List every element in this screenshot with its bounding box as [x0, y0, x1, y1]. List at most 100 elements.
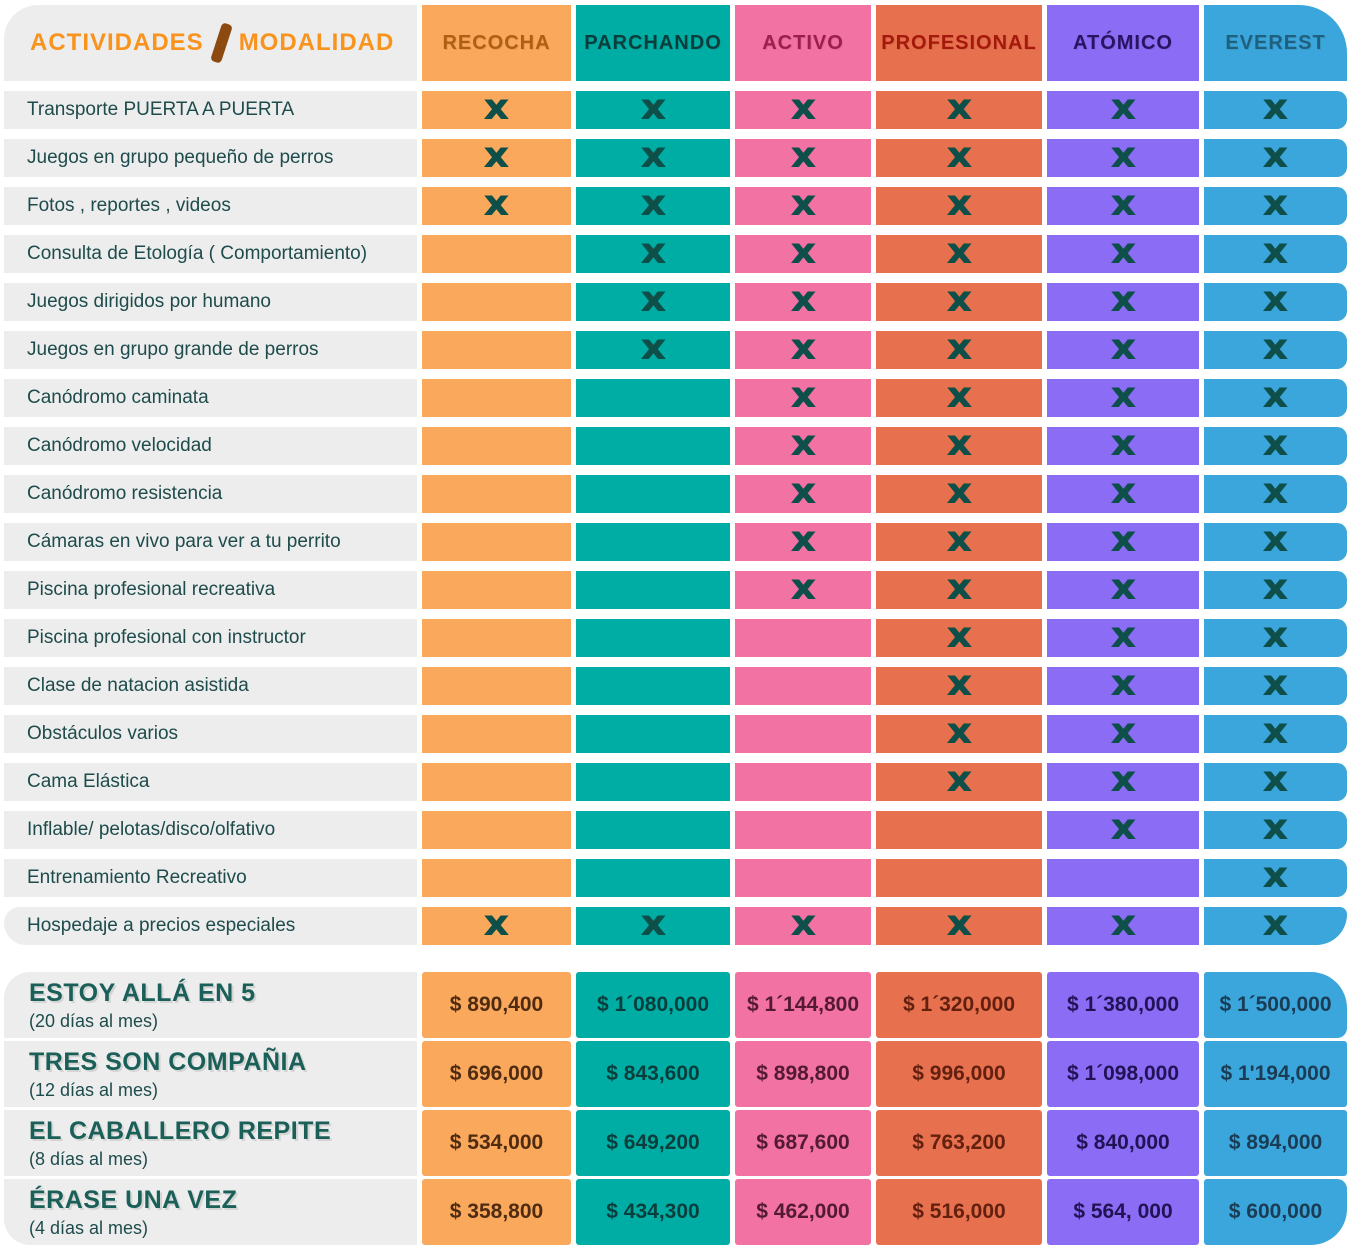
- x-mark-icon: X: [1263, 94, 1288, 126]
- price-cell-activo: $ 1´144,800: [735, 972, 871, 1038]
- mark-cell-parchando: [576, 523, 730, 561]
- x-mark-icon: X: [946, 718, 972, 750]
- plan-label: EL CABALLERO REPITE (8 días al mes): [4, 1110, 417, 1176]
- activity-label: Canódromo resistencia: [4, 475, 417, 513]
- mark-cell-everest: X: [1204, 715, 1347, 753]
- plan-label: TRES SON COMPAÑIA (12 días al mes): [4, 1041, 417, 1107]
- mark-cell-activo: [735, 859, 871, 897]
- x-mark-icon: X: [1263, 814, 1288, 846]
- mark-cell-recocha: [422, 475, 571, 513]
- price-cell-parchando: $ 649,200: [576, 1110, 730, 1176]
- mark-cell-recocha: [422, 667, 571, 705]
- mark-cell-everest: X: [1204, 859, 1347, 897]
- x-mark-icon: X: [790, 526, 816, 558]
- mark-cell-activo: X: [735, 427, 871, 465]
- mark-cell-atomico: X: [1047, 379, 1199, 417]
- column-header-profesional: PROFESIONAL: [876, 5, 1042, 81]
- mark-cell-parchando: X: [576, 187, 730, 225]
- mark-cell-profesional: X: [876, 763, 1042, 801]
- activity-label: Piscina profesional con instructor: [4, 619, 417, 657]
- mark-cell-parchando: [576, 715, 730, 753]
- x-mark-icon: X: [1110, 814, 1136, 846]
- plan-name: EL CABALLERO REPITE: [29, 1116, 332, 1145]
- x-mark-icon: X: [1263, 670, 1288, 702]
- mark-cell-parchando: [576, 619, 730, 657]
- x-mark-icon: X: [946, 478, 972, 510]
- x-mark-icon: X: [1110, 286, 1136, 318]
- x-mark-icon: X: [1263, 238, 1288, 270]
- mark-cell-activo: [735, 667, 871, 705]
- x-mark-icon: X: [1263, 862, 1288, 894]
- x-mark-icon: X: [1263, 142, 1288, 174]
- x-mark-icon: X: [1263, 526, 1288, 558]
- price-cell-atomico: $ 1´380,000: [1047, 972, 1199, 1038]
- mark-cell-profesional: X: [876, 907, 1042, 945]
- mark-cell-profesional: X: [876, 475, 1042, 513]
- column-header-atomico: ATÓMICO: [1047, 5, 1199, 81]
- mark-cell-atomico: X: [1047, 475, 1199, 513]
- mark-cell-activo: X: [735, 139, 871, 177]
- mark-cell-profesional: X: [876, 91, 1042, 129]
- activity-label: Piscina profesional recreativa: [4, 571, 417, 609]
- x-mark-icon: X: [1110, 622, 1136, 654]
- activity-label: Cámaras en vivo para ver a tu perrito: [4, 523, 417, 561]
- x-mark-icon: X: [484, 910, 509, 942]
- x-mark-icon: X: [1110, 478, 1136, 510]
- x-mark-icon: X: [1263, 478, 1288, 510]
- mark-cell-atomico: X: [1047, 667, 1199, 705]
- price-cell-parchando: $ 1´080,000: [576, 972, 730, 1038]
- mark-cell-activo: X: [735, 907, 871, 945]
- title-actividades: ACTIVIDADES: [30, 29, 204, 56]
- x-mark-icon: X: [1110, 334, 1136, 366]
- x-mark-icon: X: [790, 430, 816, 462]
- mark-cell-atomico: X: [1047, 187, 1199, 225]
- x-mark-icon: X: [1110, 94, 1136, 126]
- mark-cell-parchando: X: [576, 139, 730, 177]
- mark-cell-everest: X: [1204, 811, 1347, 849]
- plan-name: ESTOY ALLÁ EN 5: [29, 978, 256, 1007]
- x-mark-icon: X: [946, 94, 972, 126]
- x-mark-icon: X: [1263, 334, 1288, 366]
- x-mark-icon: X: [1110, 574, 1136, 606]
- x-mark-icon: X: [1110, 910, 1136, 942]
- mark-cell-atomico: X: [1047, 571, 1199, 609]
- mark-cell-recocha: X: [422, 91, 571, 129]
- mark-cell-atomico: X: [1047, 763, 1199, 801]
- title-slash-icon: [209, 22, 233, 64]
- x-mark-icon: X: [484, 142, 509, 174]
- x-mark-icon: X: [1263, 190, 1288, 222]
- mark-cell-parchando: [576, 427, 730, 465]
- x-mark-icon: X: [640, 94, 666, 126]
- mark-cell-atomico: X: [1047, 331, 1199, 369]
- pricing-comparison-table: ACTIVIDADES MODALIDAD RECOCHA PARCHANDO AC…: [0, 5, 1350, 1245]
- x-mark-icon: X: [640, 190, 666, 222]
- x-mark-icon: X: [946, 142, 972, 174]
- x-mark-icon: X: [790, 478, 816, 510]
- mark-cell-activo: X: [735, 283, 871, 321]
- x-mark-icon: X: [790, 334, 816, 366]
- mark-cell-everest: X: [1204, 571, 1347, 609]
- x-mark-icon: X: [1263, 286, 1288, 318]
- mark-cell-everest: X: [1204, 91, 1347, 129]
- x-mark-icon: X: [1110, 238, 1136, 270]
- price-cell-everest: $ 1´500,000: [1204, 972, 1347, 1038]
- mark-cell-activo: X: [735, 331, 871, 369]
- plan-name: ÉRASE UNA VEZ: [29, 1185, 238, 1214]
- mark-cell-activo: X: [735, 187, 871, 225]
- mark-cell-recocha: [422, 811, 571, 849]
- x-mark-icon: X: [946, 238, 972, 270]
- mark-cell-everest: X: [1204, 907, 1347, 945]
- mark-cell-everest: X: [1204, 763, 1347, 801]
- mark-cell-recocha: [422, 571, 571, 609]
- x-mark-icon: X: [640, 910, 666, 942]
- x-mark-icon: X: [640, 142, 666, 174]
- x-mark-icon: X: [1110, 718, 1136, 750]
- activity-label: Canódromo caminata: [4, 379, 417, 417]
- mark-cell-profesional: [876, 811, 1042, 849]
- plan-frequency: (4 días al mes): [29, 1217, 149, 1238]
- mark-cell-activo: X: [735, 523, 871, 561]
- mark-cell-everest: X: [1204, 667, 1347, 705]
- mark-cell-everest: X: [1204, 139, 1347, 177]
- activity-label: Juegos dirigidos por humano: [4, 283, 417, 321]
- price-cell-recocha: $ 696,000: [422, 1041, 571, 1107]
